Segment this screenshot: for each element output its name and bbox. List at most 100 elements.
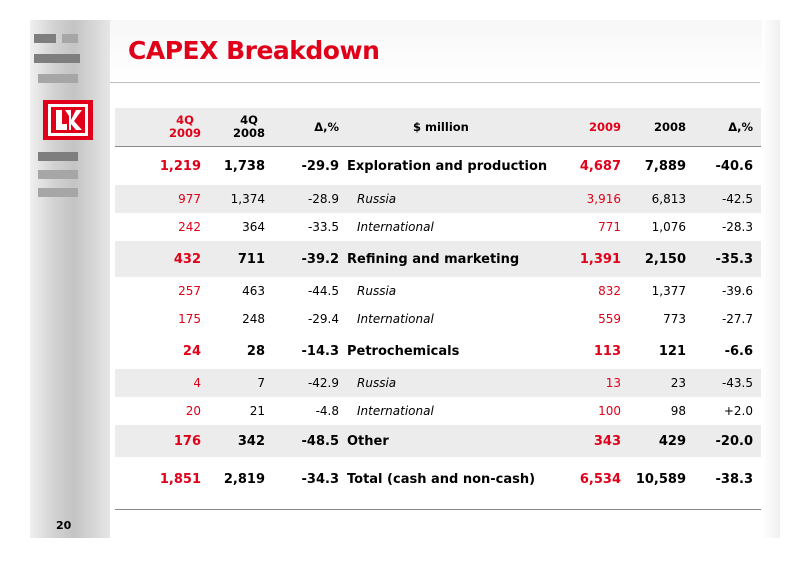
cell-y-2008: 121 [658, 343, 686, 359]
cell-y-2009: 771 [598, 220, 621, 234]
cell-q-2009: 977 [178, 192, 201, 206]
slide-title: CAPEX Breakdown [128, 36, 380, 65]
cell-q-2009: 176 [173, 433, 201, 449]
left-decor-strip [30, 20, 110, 538]
cell-delta-quarter: -4.8 [315, 404, 339, 418]
cell-y-2009: 832 [598, 284, 621, 298]
cell-y-2008: 773 [663, 312, 686, 326]
table-row: 257 463 -44.5 Russia 832 1,377 -39.6 [115, 277, 761, 305]
table-row: 24 28 -14.3 Petrochemicals 113 121 -6.6 [115, 333, 761, 369]
cell-label: Total (cash and non-cash) [347, 471, 536, 487]
cell-delta-quarter: -29.4 [307, 312, 339, 326]
cell-y-2008: 98 [670, 404, 686, 418]
cell-delta-year: -6.6 [724, 343, 753, 359]
cell-delta-year: -42.5 [721, 192, 753, 206]
header-delta-quarter: Δ,% [314, 120, 339, 134]
cell-q-2008: 28 [246, 343, 265, 359]
cell-q-2008: 2,819 [223, 471, 265, 487]
cell-delta-quarter: -28.9 [307, 192, 339, 206]
table-row: 20 21 -4.8 International 100 98 +2.0 [115, 397, 761, 425]
cell-q-2009: 175 [178, 312, 201, 326]
table-header-row: 4Q 2009 4Q 2008 Δ,% $ million 2009 2008 Δ,… [115, 108, 761, 146]
cell-q-2008: 1,738 [223, 158, 265, 174]
right-decor [762, 20, 780, 538]
cell-delta-quarter: -44.5 [307, 284, 339, 298]
table-row: 176 342 -48.5 Other 343 429 -20.0 [115, 425, 761, 457]
lukoil-logo-icon [43, 100, 93, 140]
header-delta-year: Δ,% [728, 120, 753, 134]
cell-delta-quarter: -14.3 [301, 343, 339, 359]
cell-y-2008: 6,813 [651, 192, 686, 206]
cell-label: International [357, 312, 434, 326]
cell-y-2009: 1,391 [579, 251, 621, 267]
table-row: 1,851 2,819 -34.3 Total (cash and non-cash)… [115, 457, 761, 501]
cell-q-2008: 248 [242, 312, 265, 326]
capex-table: 4Q 2009 4Q 2008 Δ,% $ million 2009 2008 Δ,… [115, 108, 761, 510]
cell-y-2008: 10,589 [635, 471, 686, 487]
decor-stripe [34, 54, 80, 63]
cell-delta-year: -39.6 [721, 284, 753, 298]
cell-q-2009: 1,851 [159, 471, 201, 487]
decor-stripe [38, 188, 78, 197]
cell-label: International [357, 220, 434, 234]
table-row: 977 1,374 -28.9 Russia 3,916 6,813 -42.5 [115, 185, 761, 213]
table-row: 175 248 -29.4 International 559 773 -27.7 [115, 305, 761, 333]
cell-q-2008: 1,374 [230, 192, 265, 206]
cell-y-2008: 7,889 [644, 158, 686, 174]
cell-y-2009: 13 [605, 376, 621, 390]
cell-q-2009: 24 [182, 343, 201, 359]
cell-label: Russia [357, 376, 397, 390]
top-decor [110, 20, 780, 82]
cell-q-2009: 257 [178, 284, 201, 298]
cell-q-2008: 364 [242, 220, 265, 234]
cell-delta-year: -43.5 [721, 376, 753, 390]
header-2009: 2009 [588, 120, 621, 134]
cell-q-2008: 7 [257, 376, 265, 390]
table-row: 4 7 -42.9 Russia 13 23 -43.5 [115, 369, 761, 397]
cell-y-2009: 113 [593, 343, 621, 359]
cell-y-2008: 1,076 [651, 220, 686, 234]
table-body: 1,219 1,738 -29.9 Exploration and productio… [115, 147, 761, 501]
cell-q-2008: 342 [237, 433, 265, 449]
header-divider [115, 146, 761, 147]
cell-delta-quarter: -48.5 [301, 433, 339, 449]
cell-q-2009: 20 [185, 404, 201, 418]
decor-stripe [38, 170, 78, 179]
cell-y-2008: 23 [670, 376, 686, 390]
cell-q-2008: 21 [249, 404, 265, 418]
cell-label: Other [347, 433, 389, 449]
cell-delta-year: -20.0 [715, 433, 753, 449]
cell-y-2009: 3,916 [586, 192, 621, 206]
cell-q-2008: 463 [242, 284, 265, 298]
cell-delta-year: +2.0 [723, 404, 753, 418]
page-number: 20 [56, 519, 72, 532]
cell-label: International [357, 404, 434, 418]
cell-y-2009: 4,687 [579, 158, 621, 174]
cell-label: Refining and marketing [347, 251, 520, 267]
cell-y-2008: 1,377 [651, 284, 686, 298]
cell-delta-year: -38.3 [715, 471, 753, 487]
table-row: 242 364 -33.5 International 771 1,076 -28.3 [115, 213, 761, 241]
cell-y-2009: 6,534 [579, 471, 621, 487]
table-row: 1,219 1,738 -29.9 Exploration and productio… [115, 147, 761, 185]
cell-y-2009: 100 [598, 404, 621, 418]
header-2008: 2008 [653, 120, 686, 134]
cell-q-2009: 4 [193, 376, 201, 390]
cell-delta-year: -35.3 [715, 251, 753, 267]
cell-delta-quarter: -39.2 [301, 251, 339, 267]
cell-delta-year: -28.3 [721, 220, 753, 234]
cell-label: Petrochemicals [347, 343, 460, 359]
cell-delta-year: -40.6 [715, 158, 753, 174]
title-divider [110, 82, 760, 83]
cell-q-2009: 1,219 [159, 158, 201, 174]
decor-stripe [38, 74, 78, 83]
decor-stripe [62, 34, 78, 43]
table-bottom-divider [115, 509, 761, 510]
cell-y-2008: 2,150 [644, 251, 686, 267]
cell-y-2009: 559 [598, 312, 621, 326]
cell-delta-quarter: -42.9 [307, 376, 339, 390]
table-row: 432 711 -39.2 Refining and marketing 1,391 2,… [115, 241, 761, 277]
cell-y-2009: 343 [593, 433, 621, 449]
cell-label: Russia [357, 284, 397, 298]
